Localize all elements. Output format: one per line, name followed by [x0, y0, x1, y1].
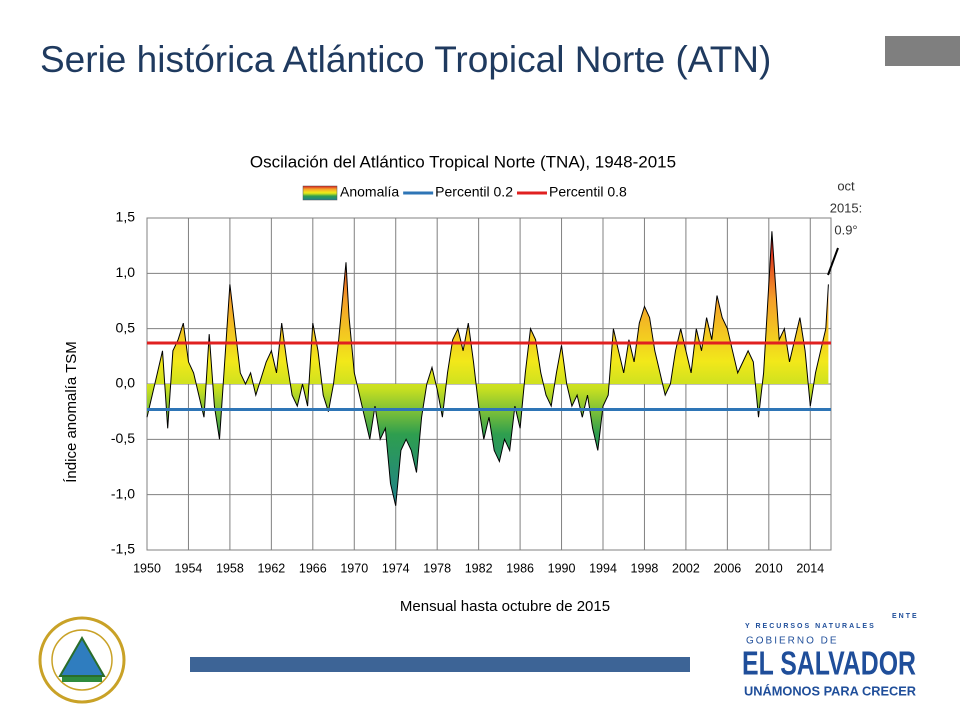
y-axis-label: Índice anomalía TSM [63, 341, 80, 482]
seal-ring [38, 616, 126, 704]
annotation-text: 0.9° [834, 222, 857, 237]
x-tick-label: 1970 [340, 561, 368, 575]
x-tick-label: 1954 [175, 561, 203, 575]
x-tick-label: 1950 [133, 561, 161, 575]
x-tick-label: 1982 [465, 561, 493, 575]
gov-logo: Y RECURSOS NATURALES ENTE GOBIERNO DE EL… [742, 613, 919, 698]
x-tick-label: 2010 [755, 561, 783, 575]
seal [38, 616, 126, 704]
logo-slogan: UNÁMONOS PARA CRECER [744, 683, 916, 698]
y-tick-label: 0,0 [116, 375, 136, 391]
x-tick-label: 1990 [548, 561, 576, 575]
y-tick-label: -1,5 [111, 541, 135, 557]
anomaly-line [146, 231, 829, 506]
legend-swatch [302, 185, 338, 201]
x-tick-label: 2002 [672, 561, 700, 575]
logo-name: EL SALVADOR [742, 645, 916, 682]
x-tick-label: 1978 [423, 561, 451, 575]
plot: -1,5 -1,0 -0,5 0,0 0,5 1,0 1,5 1950 1954 1958 1962… [111, 209, 832, 575]
y-tick-label: 1,0 [116, 264, 136, 280]
title-accent [885, 36, 960, 66]
seal-triangle [58, 636, 106, 677]
y-tick-label: -0,5 [111, 430, 135, 446]
x-tick-label: 2014 [796, 561, 824, 575]
y-tick-label: 1,5 [116, 209, 136, 225]
footer-bar [190, 657, 690, 672]
seal-inner [51, 629, 113, 691]
x-tick-label: 1998 [631, 561, 659, 575]
y-tick-label: -1,0 [111, 485, 135, 501]
legend-label: Anomalía [340, 184, 399, 200]
chart-title: Oscilación del Atlántico Tropical Norte … [250, 152, 676, 171]
logo-text: Y RECURSOS NATURALES [745, 623, 876, 630]
x-tick-label: 1966 [299, 561, 327, 575]
slide-title: Serie histórica Atlántico Tropical Norte… [40, 39, 771, 80]
x-tick-label: 1994 [589, 561, 617, 575]
x-tick-label: 2006 [713, 561, 741, 575]
legend: Anomalía Percentil 0.2 Percentil 0.8 [302, 184, 627, 201]
logo-text: ENTE [892, 613, 919, 620]
x-tick-label: 1974 [382, 561, 410, 575]
seal-base [62, 677, 102, 682]
annotation-pointer [827, 247, 839, 276]
x-tick-label: 1986 [506, 561, 534, 575]
annotation-text: 2015: [830, 200, 863, 215]
x-tick-label: 1962 [257, 561, 285, 575]
x-tick-label: 1958 [216, 561, 244, 575]
logo-text: GOBIERNO DE [746, 636, 839, 647]
y-tick-label: 0,5 [116, 319, 136, 335]
x-axis-label: Mensual hasta octubre de 2015 [400, 598, 610, 615]
annotation: oct 2015: 0.9° [830, 178, 863, 237]
legend-label: Percentil 0.2 [435, 184, 513, 200]
annotation-text: oct [837, 178, 855, 193]
legend-label: Percentil 0.8 [549, 184, 627, 200]
